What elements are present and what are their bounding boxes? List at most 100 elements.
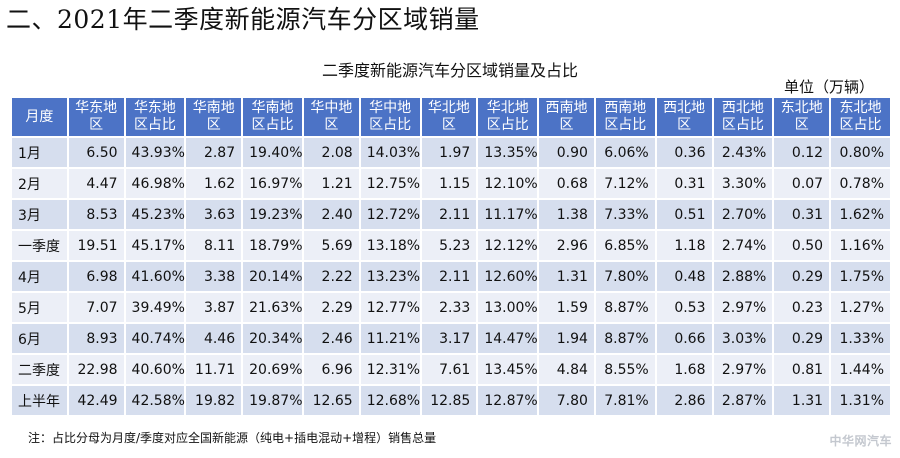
table-cell: 2.87% <box>713 386 773 415</box>
row-label: 6月 <box>12 324 67 353</box>
table-cell: 6.85% <box>595 231 655 260</box>
table-cell: 1.97 <box>421 138 477 167</box>
table-cell: 39.49% <box>125 293 185 322</box>
column-header: 华北地区 <box>421 98 477 136</box>
column-header: 华南地区 <box>186 98 242 136</box>
column-header: 华北地区占比 <box>478 98 538 136</box>
table-cell: 0.12 <box>774 138 830 167</box>
row-label: 4月 <box>12 262 67 291</box>
row-label: 5月 <box>12 293 67 322</box>
column-header: 月度 <box>12 98 67 136</box>
row-label: 二季度 <box>12 355 67 384</box>
table-cell: 11.71 <box>186 355 242 384</box>
table-cell: 0.23 <box>774 293 830 322</box>
table-cell: 12.12% <box>478 231 538 260</box>
table-cell: 1.31% <box>831 386 890 415</box>
table-row: 一季度 19.51 45.17% 8.11 18.79% 5.69 13.18% 5.23 12… <box>12 231 890 260</box>
table-cell: 12.75% <box>360 169 420 198</box>
row-label: 2月 <box>12 169 67 198</box>
table-cell: 7.12% <box>595 169 655 198</box>
table-cell: 1.38 <box>539 200 594 229</box>
table-cell: 43.93% <box>125 138 185 167</box>
table-cell: 0.78% <box>831 169 890 198</box>
table-cell: 7.80 <box>539 386 594 415</box>
table-cell: 13.35% <box>478 138 538 167</box>
table-cell: 1.31 <box>539 262 594 291</box>
table-row: 6月 8.93 40.74% 4.46 20.34% 2.46 11.21% 3.17 14.4… <box>12 324 890 353</box>
table-cell: 6.06% <box>595 138 655 167</box>
table-cell: 6.98 <box>68 262 124 291</box>
table-cell: 0.80% <box>831 138 890 167</box>
table-cell: 2.46 <box>303 324 359 353</box>
table-cell: 4.84 <box>539 355 594 384</box>
table-cell: 4.46 <box>186 324 242 353</box>
watermark-logo: 中华网汽车 <box>829 434 892 448</box>
table-cell: 12.68% <box>360 386 420 415</box>
table-cell: 12.60% <box>478 262 538 291</box>
table-cell: 14.47% <box>478 324 538 353</box>
table-cell: 2.97% <box>713 293 773 322</box>
table-cell: 0.31 <box>656 169 712 198</box>
table-cell: 2.96 <box>539 231 594 260</box>
table-cell: 1.44% <box>831 355 890 384</box>
table-body: 1月 6.50 43.93% 2.87 19.40% 2.08 14.03% 1.97 13.3… <box>12 138 890 415</box>
table-cell: 12.77% <box>360 293 420 322</box>
table-cell: 2.74% <box>713 231 773 260</box>
page-heading: 二、2021年二季度新能源汽车分区域销量 <box>6 5 480 34</box>
table-row: 上半年 42.49 42.58% 19.82 19.87% 12.65 12.68% 12.8… <box>12 386 890 415</box>
table-cell: 2.70% <box>713 200 773 229</box>
table-cell: 3.30% <box>713 169 773 198</box>
column-header: 华东地区 <box>68 98 124 136</box>
table-cell: 12.31% <box>360 355 420 384</box>
table-cell: 20.34% <box>243 324 303 353</box>
table-cell: 19.51 <box>68 231 124 260</box>
table-cell: 13.23% <box>360 262 420 291</box>
table-cell: 7.33% <box>595 200 655 229</box>
table-cell: 1.75% <box>831 262 890 291</box>
table-cell: 1.62% <box>831 200 890 229</box>
unit-label: 单位（万辆） <box>783 78 874 96</box>
table-cell: 45.17% <box>125 231 185 260</box>
column-header: 西南地区 <box>539 98 594 136</box>
table-row: 3月 8.53 45.23% 3.63 19.23% 2.40 12.72% 2.11 11.1… <box>12 200 890 229</box>
table-cell: 1.21 <box>303 169 359 198</box>
table-cell: 7.80% <box>595 262 655 291</box>
table-cell: 11.21% <box>360 324 420 353</box>
table-cell: 40.60% <box>125 355 185 384</box>
table-cell: 40.74% <box>125 324 185 353</box>
table-cell: 46.98% <box>125 169 185 198</box>
table-cell: 14.03% <box>360 138 420 167</box>
table-cell: 12.72% <box>360 200 420 229</box>
table-cell: 11.17% <box>478 200 538 229</box>
column-header: 东北地区占比 <box>831 98 890 136</box>
table-row: 5月 7.07 39.49% 3.87 21.63% 2.29 12.77% 2.33 13.0… <box>12 293 890 322</box>
table-cell: 2.08 <box>303 138 359 167</box>
table-cell: 2.87 <box>186 138 242 167</box>
table-cell: 0.53 <box>656 293 712 322</box>
table-cell: 12.65 <box>303 386 359 415</box>
table-cell: 1.33% <box>831 324 890 353</box>
table-cell: 8.53 <box>68 200 124 229</box>
table-cell: 5.69 <box>303 231 359 260</box>
table-cell: 13.18% <box>360 231 420 260</box>
table-cell: 0.90 <box>539 138 594 167</box>
table-cell: 19.87% <box>243 386 303 415</box>
footnote: 注：占比分母为月度/季度对应全国新能源（纯电+插电混动+增程）销售总量 <box>28 431 437 445</box>
table-cell: 45.23% <box>125 200 185 229</box>
table-cell: 8.55% <box>595 355 655 384</box>
table-cell: 20.14% <box>243 262 303 291</box>
table-row: 二季度 22.98 40.60% 11.71 20.69% 6.96 12.31% 7.61 1… <box>12 355 890 384</box>
table-cell: 41.60% <box>125 262 185 291</box>
table-cell: 3.03% <box>713 324 773 353</box>
table-cell: 13.45% <box>478 355 538 384</box>
table-cell: 0.07 <box>774 169 830 198</box>
table-cell: 2.97% <box>713 355 773 384</box>
table-cell: 2.40 <box>303 200 359 229</box>
table-row: 1月 6.50 43.93% 2.87 19.40% 2.08 14.03% 1.97 13.3… <box>12 138 890 167</box>
table-cell: 19.23% <box>243 200 303 229</box>
table-cell: 0.50 <box>774 231 830 260</box>
table-cell: 7.81% <box>595 386 655 415</box>
row-label: 1月 <box>12 138 67 167</box>
column-header: 东北地区 <box>774 98 830 136</box>
table-cell: 0.68 <box>539 169 594 198</box>
